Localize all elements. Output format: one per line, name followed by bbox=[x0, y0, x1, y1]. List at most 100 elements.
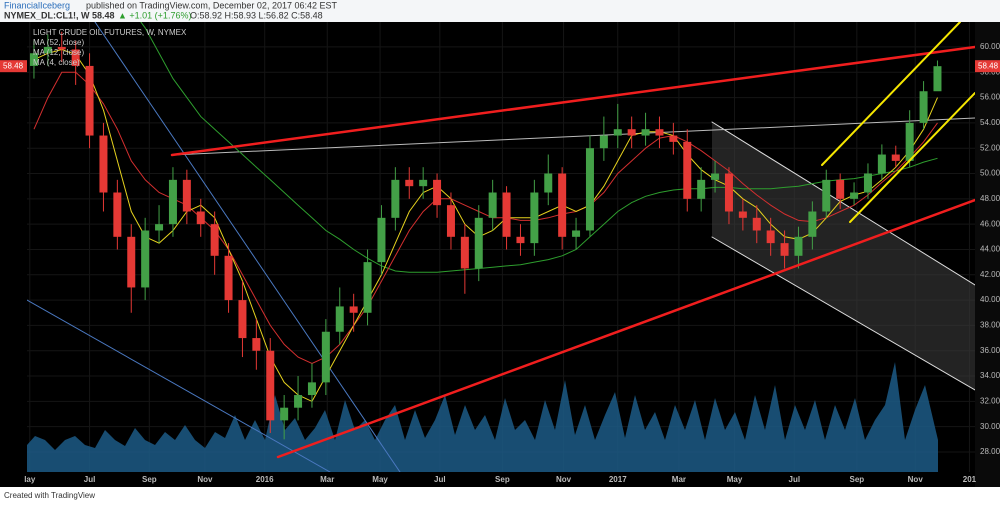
candle-body bbox=[711, 173, 720, 180]
candle-body bbox=[391, 179, 400, 218]
y-tick-label: 50.00 bbox=[980, 169, 1000, 178]
candle-body bbox=[349, 306, 358, 313]
channel-edge bbox=[711, 236, 975, 391]
candle-body bbox=[891, 154, 900, 161]
candle-body bbox=[613, 129, 622, 136]
candle-body bbox=[71, 49, 80, 66]
candle-body bbox=[321, 331, 330, 383]
footer-bar bbox=[0, 487, 1000, 505]
ma-line bbox=[33, 48, 938, 403]
candle-body bbox=[683, 141, 692, 199]
candle-body bbox=[57, 46, 66, 50]
x-tick-label: Jul bbox=[84, 475, 96, 484]
x-tick-label: 201 bbox=[963, 475, 977, 484]
candle-body bbox=[877, 154, 886, 174]
candle-body bbox=[863, 173, 872, 193]
channel-fill bbox=[712, 122, 975, 390]
volume-area bbox=[27, 362, 938, 472]
candle-body bbox=[155, 224, 164, 231]
y-tick-label: 56.00 bbox=[980, 93, 1000, 102]
x-tick-label: Nov bbox=[197, 475, 213, 484]
candle-body bbox=[224, 255, 233, 301]
candle-body bbox=[641, 129, 650, 136]
candle-body bbox=[127, 236, 136, 288]
header-bar bbox=[0, 0, 1000, 22]
x-tick-label: May bbox=[372, 475, 388, 484]
price-axis bbox=[975, 22, 1000, 487]
candle-body bbox=[808, 211, 817, 237]
y-tick-label: 40.00 bbox=[980, 295, 1000, 304]
candle-body bbox=[738, 211, 747, 218]
candle-body bbox=[196, 211, 205, 225]
candle-body bbox=[252, 338, 261, 351]
candle-body bbox=[599, 135, 608, 149]
y-tick-label: 44.00 bbox=[980, 245, 1000, 254]
price-badge bbox=[0, 60, 27, 73]
channel-line bbox=[821, 22, 961, 166]
candle-body bbox=[572, 230, 581, 237]
candle-body bbox=[363, 262, 372, 313]
x-tick-label: Sep bbox=[142, 475, 157, 484]
candle-body bbox=[182, 179, 191, 212]
candle-body bbox=[502, 192, 511, 237]
candle-body bbox=[460, 236, 469, 269]
resistance-line bbox=[170, 45, 975, 157]
published: published on TradingView.com, December 0… bbox=[86, 0, 337, 10]
candle-body bbox=[335, 306, 344, 332]
candle-body bbox=[488, 192, 497, 218]
candle-body bbox=[905, 122, 914, 161]
candle-body bbox=[294, 395, 303, 408]
x-tick-label: lay bbox=[24, 475, 36, 484]
x-tick-label: May bbox=[727, 475, 743, 484]
y-tick-label: 28.00 bbox=[980, 447, 1000, 456]
candle-body bbox=[474, 217, 483, 269]
support-line bbox=[276, 198, 975, 459]
candle-body bbox=[168, 179, 177, 225]
y-tick-label: 32.00 bbox=[980, 396, 1000, 405]
candle-body bbox=[530, 192, 539, 244]
x-tick-label: Mar bbox=[320, 475, 334, 484]
ma-line bbox=[140, 22, 938, 273]
candle-body bbox=[238, 300, 247, 339]
candle-body bbox=[794, 236, 803, 256]
candle-body bbox=[822, 179, 831, 212]
chart-title: LIGHT CRUDE OIL FUTURES, W, NYMEX bbox=[33, 28, 187, 37]
candle-body bbox=[516, 236, 525, 244]
candle-body bbox=[405, 179, 414, 187]
candle-body bbox=[446, 205, 455, 237]
candle-body bbox=[377, 217, 386, 263]
candle-body bbox=[141, 230, 150, 288]
candle-body bbox=[307, 382, 316, 396]
footer: Created with TradingView bbox=[4, 491, 95, 500]
candle-body bbox=[933, 66, 942, 92]
candle-body bbox=[585, 148, 594, 231]
x-tick-label: Jul bbox=[434, 475, 446, 484]
channel-line bbox=[849, 92, 975, 223]
candle-body bbox=[697, 179, 706, 199]
price-badge bbox=[975, 60, 1000, 73]
candle-body bbox=[724, 173, 733, 212]
change: ▲ +1.01 (+1.76%) bbox=[118, 10, 191, 20]
y-tick-label: 46.00 bbox=[980, 219, 1000, 228]
y-tick-label: 38.00 bbox=[980, 321, 1000, 330]
candle-body bbox=[752, 217, 761, 231]
candle-body bbox=[627, 129, 636, 136]
channel-edge bbox=[711, 121, 975, 286]
legend-entry: MA (4, close) bbox=[33, 58, 80, 67]
y-tick-label: 34.00 bbox=[980, 371, 1000, 380]
candle-body bbox=[280, 407, 289, 421]
legend-entry: MA (12, close) bbox=[33, 48, 84, 57]
candle-body bbox=[655, 129, 664, 136]
symbol: NYMEX_DL:CL1!, W bbox=[4, 10, 90, 20]
candle-body bbox=[558, 173, 567, 237]
trend-line bbox=[94, 22, 401, 472]
candle-body bbox=[43, 46, 52, 54]
y-tick-label: 52.00 bbox=[980, 143, 1000, 152]
y-tick-label: 54.00 bbox=[980, 118, 1000, 127]
y-tick-label: 48.00 bbox=[980, 194, 1000, 203]
x-tick-label: Nov bbox=[556, 475, 572, 484]
x-tick-label: Mar bbox=[672, 475, 686, 484]
author[interactable]: FinancialIceberg bbox=[4, 0, 70, 10]
